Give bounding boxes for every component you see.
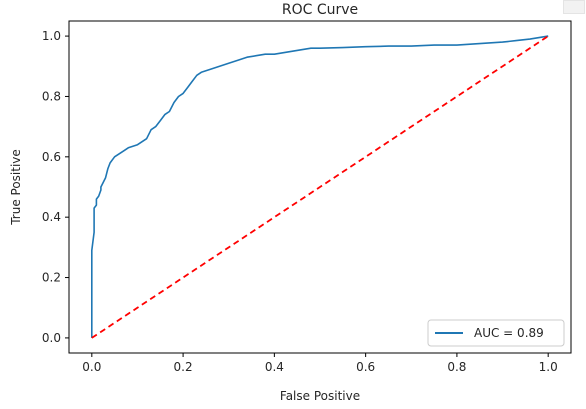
- chart-title: ROC Curve: [282, 2, 358, 18]
- y-tick-label: 0.0: [42, 331, 61, 345]
- x-tick-label: 0.4: [265, 360, 284, 374]
- diagonal-reference-line: [91, 35, 549, 339]
- y-tick-label: 0.2: [42, 271, 61, 285]
- y-tick-label: 0.8: [42, 89, 61, 103]
- x-axis-title: False Positive: [280, 389, 360, 403]
- legend-box: [427, 319, 565, 347]
- x-tick-label: 0.6: [356, 360, 375, 374]
- y-tick-label: 0.6: [42, 150, 61, 164]
- plot-lines: [91, 35, 549, 339]
- y-tick-label: 1.0: [42, 29, 61, 43]
- plot-frame: [68, 20, 572, 354]
- y-tick-label: 0.4: [42, 210, 61, 224]
- corner-mark: [563, 0, 585, 14]
- x-tick-label: 0.0: [82, 360, 101, 374]
- x-tick-label: 0.2: [174, 360, 193, 374]
- legend: AUC = 0.89: [427, 319, 565, 347]
- y-axis-title: True Positive: [9, 149, 23, 226]
- roc-curve-line: [91, 35, 549, 338]
- x-tick-label: 0.8: [447, 360, 466, 374]
- x-tick-label: 1.0: [539, 360, 558, 374]
- y-axis: 0.0 0.2 0.4 0.6 0.8 1.0: [42, 29, 69, 345]
- x-axis: 0.0 0.2 0.4 0.6 0.8 1.0: [82, 353, 558, 374]
- legend-label: AUC = 0.89: [474, 326, 544, 340]
